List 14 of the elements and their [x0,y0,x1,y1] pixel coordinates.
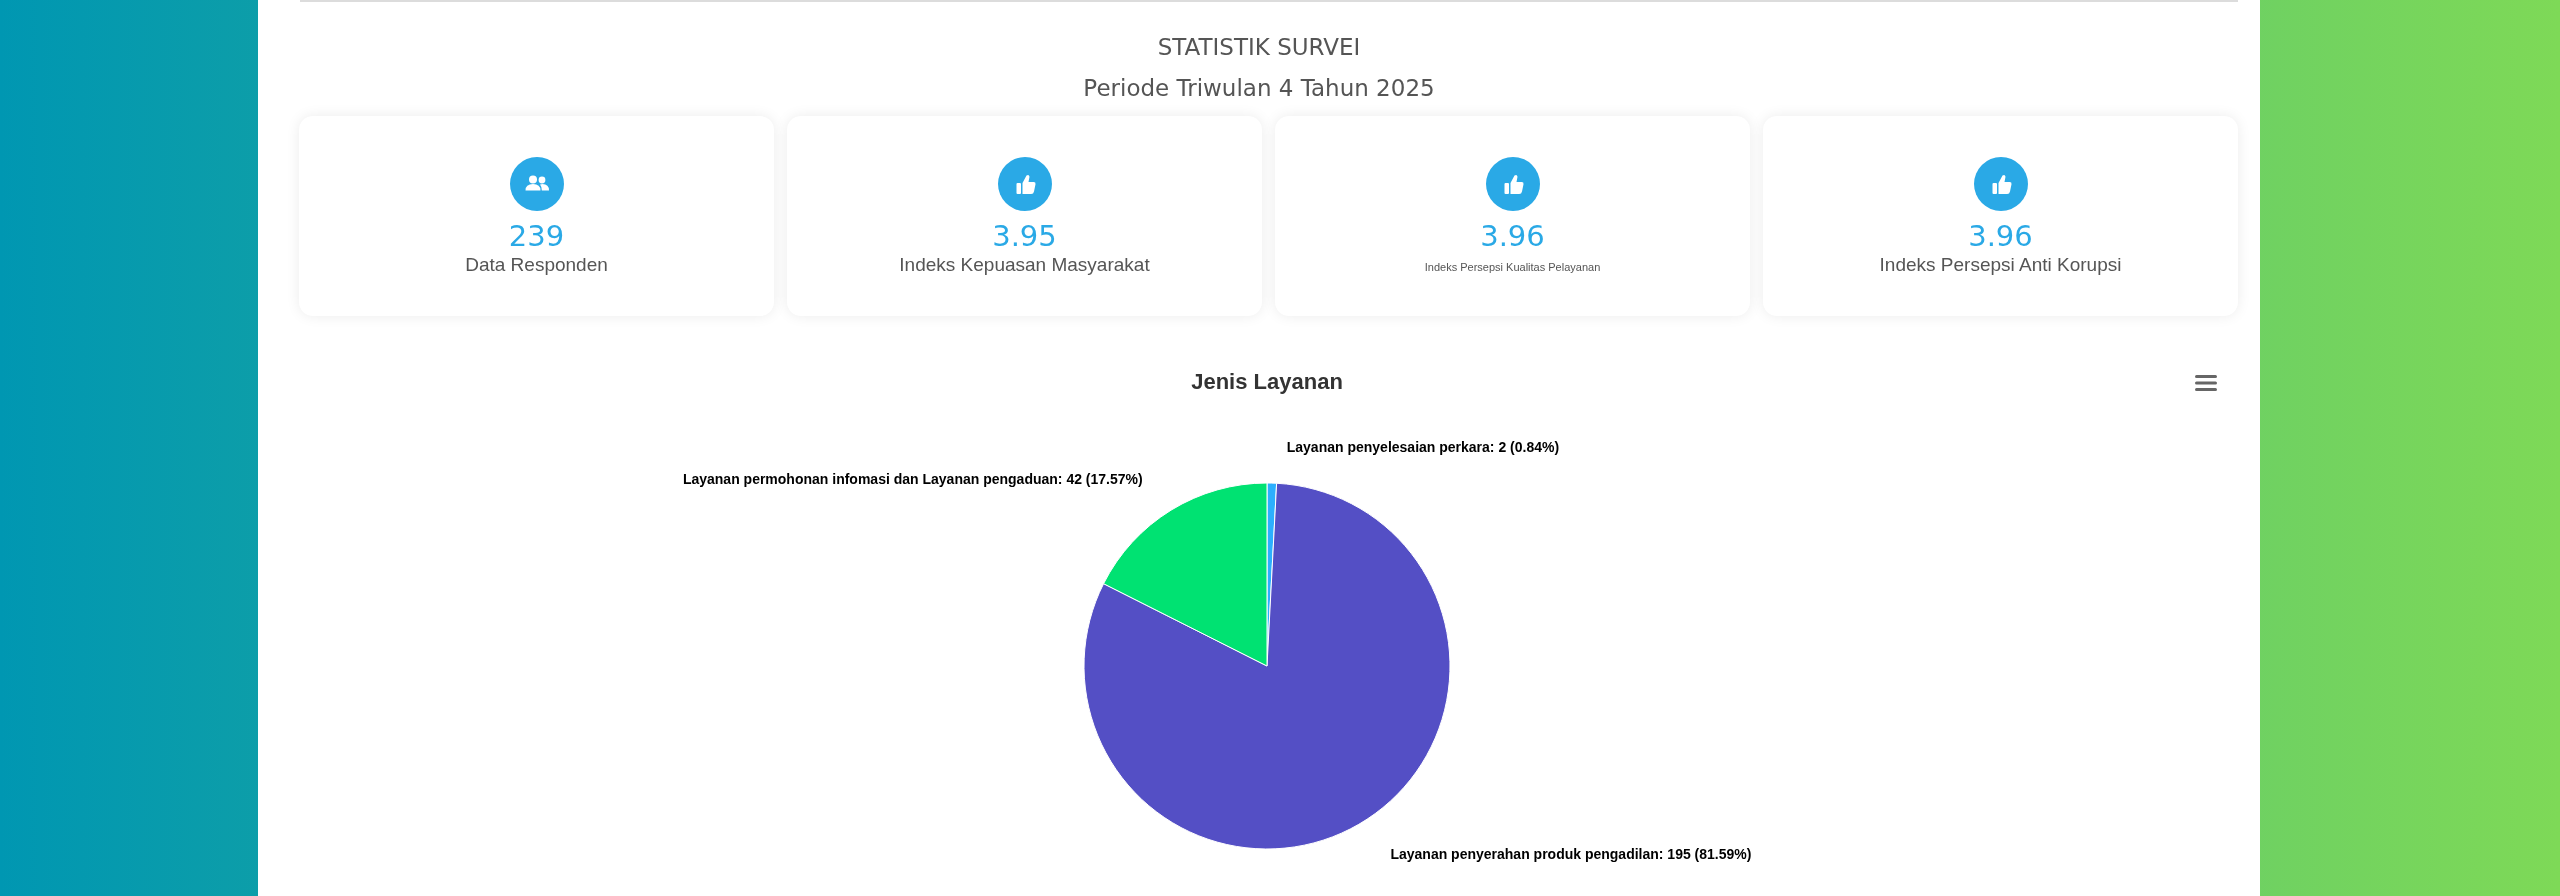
text: Periode Triwulan 4 Tahun 2025 [1082,74,1436,103]
category-label: Indeks Kepuasan Masyarakat [899,253,1150,277]
data-label: 239 [508,219,565,253]
text: STATISTIK SURVEI [1156,33,1362,62]
slice-label: Layanan penyerahan produk pengadilan: 195 (81.59%) [1390,845,1752,862]
chart-title: Jenis Layanan [1191,369,1343,394]
data-label: 3.95 [992,219,1057,253]
data-label: 3.96 [1480,219,1545,253]
category-label: Data Responden [465,253,608,277]
category-label: Indeks Persepsi Kualitas Pelayanan [1424,260,1601,275]
category-label: Indeks Persepsi Anti Korupsi [1879,253,2122,277]
data-label: 3.96 [1968,219,2033,253]
slice-label: Layanan penyelesaian perkara: 2 (0.84%) [1286,439,1560,456]
slice-label: Layanan permohonan infomasi dan Layanan pengaduan: 42 (17.57%) [682,471,1143,488]
